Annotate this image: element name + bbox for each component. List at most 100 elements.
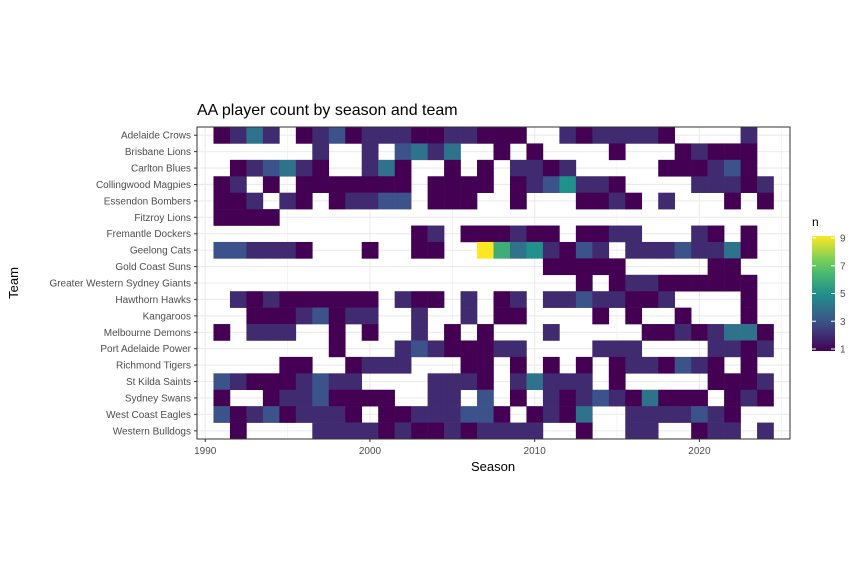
y-tick-label: Hawthorn Hawks bbox=[115, 295, 191, 306]
heatmap-cell bbox=[641, 389, 659, 407]
heatmap-cell bbox=[262, 324, 280, 341]
heatmap-cell bbox=[378, 159, 395, 177]
heatmap-cell bbox=[295, 241, 313, 259]
heatmap-cell bbox=[477, 389, 494, 407]
heatmap-cell bbox=[724, 389, 741, 407]
heatmap-cell bbox=[707, 340, 725, 358]
heatmap-cell bbox=[378, 356, 395, 374]
heatmap-cell bbox=[213, 373, 231, 391]
heatmap-cell bbox=[608, 389, 626, 407]
heatmap-cell bbox=[312, 127, 330, 144]
heatmap-cell bbox=[295, 356, 313, 374]
heatmap-cell bbox=[328, 324, 346, 341]
heatmap-cell bbox=[691, 389, 708, 407]
heatmap-cell bbox=[460, 406, 478, 423]
y-tick-label: Kangaroos bbox=[143, 311, 191, 322]
heatmap-cell bbox=[312, 406, 330, 423]
heatmap-cell bbox=[444, 127, 461, 144]
heatmap-cell bbox=[641, 274, 659, 292]
heatmap-cell bbox=[592, 307, 610, 325]
heatmap-cell bbox=[542, 324, 560, 341]
heatmap-cell bbox=[625, 340, 643, 358]
heatmap-cell bbox=[592, 225, 610, 243]
heatmap-cell bbox=[691, 422, 708, 440]
heatmap-cell bbox=[312, 373, 330, 391]
heatmap-cell bbox=[460, 356, 478, 374]
heatmap-cell bbox=[213, 324, 231, 341]
heatmap-cell bbox=[509, 356, 527, 374]
x-axis-title: Season bbox=[471, 459, 515, 474]
heatmap-cell bbox=[229, 291, 247, 308]
heatmap-cell bbox=[460, 307, 478, 325]
heatmap-cell bbox=[757, 422, 774, 440]
heatmap-cell bbox=[361, 127, 379, 144]
heatmap-cell bbox=[575, 241, 593, 259]
heatmap-cell bbox=[592, 340, 610, 358]
heatmap-cell bbox=[312, 422, 330, 440]
heatmap-cell bbox=[641, 422, 659, 440]
heatmap-cell bbox=[707, 373, 725, 391]
heatmap-cell bbox=[575, 422, 593, 440]
heatmap-cell bbox=[658, 192, 675, 210]
heatmap-cell bbox=[575, 406, 593, 423]
heatmap-cell bbox=[312, 291, 330, 308]
heatmap-cell bbox=[658, 324, 675, 341]
heatmap-cell bbox=[444, 340, 461, 358]
heatmap-cell bbox=[740, 225, 758, 243]
heatmap-cell bbox=[213, 192, 231, 210]
x-tick-label: 2020 bbox=[688, 446, 711, 457]
heatmap-cell bbox=[740, 356, 758, 374]
heatmap-cell bbox=[509, 192, 527, 210]
heatmap-cell bbox=[493, 291, 511, 308]
heatmap-cell bbox=[509, 159, 527, 177]
heatmap-cell bbox=[724, 422, 741, 440]
heatmap-cell bbox=[707, 406, 725, 423]
heatmap-cell bbox=[411, 324, 428, 341]
heatmap-cell bbox=[658, 291, 675, 308]
heatmap-cell bbox=[724, 274, 741, 292]
heatmap-cell bbox=[378, 389, 395, 407]
heatmap-cell bbox=[262, 241, 280, 259]
heatmap-cell bbox=[757, 324, 774, 341]
heatmap-cell bbox=[328, 127, 346, 144]
heatmap-cell bbox=[691, 225, 708, 243]
y-tick-label: Richmond Tigers bbox=[116, 361, 191, 372]
heatmap-cell bbox=[460, 127, 478, 144]
heatmap-cell bbox=[707, 356, 725, 374]
heatmap-cell bbox=[295, 159, 313, 177]
heatmap-cell bbox=[526, 373, 544, 391]
heatmap-cell bbox=[345, 176, 363, 193]
heatmap-cell bbox=[608, 225, 626, 243]
heatmap-cell bbox=[246, 192, 264, 210]
heatmap-cell bbox=[625, 291, 643, 308]
heatmap-cell bbox=[542, 176, 560, 193]
heatmap-cell bbox=[394, 192, 412, 210]
heatmap-cell bbox=[707, 324, 725, 341]
heatmap-cell bbox=[246, 324, 264, 341]
heatmap-cell bbox=[411, 143, 428, 161]
heatmap-cell bbox=[625, 274, 643, 292]
heatmap-cell bbox=[674, 159, 692, 177]
heatmap-cell bbox=[460, 192, 478, 210]
heatmap-cell bbox=[246, 406, 264, 423]
heatmap-cell bbox=[559, 258, 577, 276]
heatmap-cell bbox=[608, 356, 626, 374]
heatmap-cell bbox=[477, 406, 494, 423]
heatmap-cell bbox=[559, 241, 577, 259]
heatmap-cell bbox=[229, 422, 247, 440]
heatmap-cell bbox=[493, 143, 511, 161]
heatmap-cell bbox=[526, 225, 544, 243]
heatmap-cell bbox=[757, 176, 774, 193]
heatmap-cell bbox=[608, 274, 626, 292]
y-tick-label: Greater Western Sydney Giants bbox=[49, 279, 191, 290]
heatmap-cell bbox=[724, 143, 741, 161]
heatmap-cell bbox=[427, 176, 445, 193]
heatmap-cell bbox=[427, 389, 445, 407]
heatmap-cell bbox=[691, 274, 708, 292]
legend-label: 9 bbox=[840, 234, 846, 245]
y-tick-label: St Kilda Saints bbox=[126, 377, 191, 388]
heatmap-cell bbox=[427, 241, 445, 259]
heatmap-cell bbox=[608, 176, 626, 193]
heatmap-cell bbox=[279, 389, 297, 407]
heatmap-cell bbox=[477, 241, 494, 259]
